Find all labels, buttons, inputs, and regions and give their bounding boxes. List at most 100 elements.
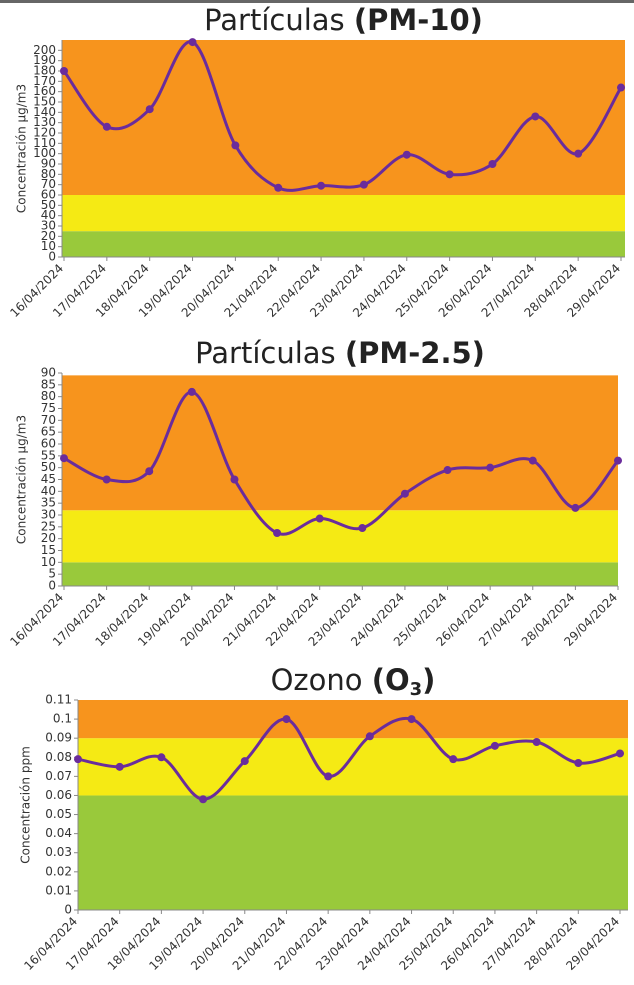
- data-point: [231, 141, 240, 150]
- y-tick-label: 110: [33, 136, 56, 150]
- data-point: [60, 454, 68, 463]
- data-point: [407, 715, 416, 724]
- y-tick-label: 10: [41, 239, 56, 253]
- y-tick-label: 90: [41, 157, 56, 171]
- y-tick-label: 200: [33, 43, 56, 57]
- data-point: [274, 183, 283, 192]
- data-point: [571, 503, 580, 512]
- data-point: [443, 466, 452, 475]
- band: [78, 700, 628, 739]
- chart-title: Partículas (PM-10): [204, 3, 483, 37]
- title-bold: (PM-10): [354, 3, 483, 37]
- data-point: [187, 387, 196, 396]
- data-point: [490, 741, 499, 750]
- chart: Partículas (PM-2.5) 051015202530354045505…: [7, 336, 622, 649]
- band: [62, 562, 618, 586]
- y-tick-label: 10: [41, 555, 56, 569]
- data-line: [77, 716, 621, 801]
- chart: Ozono (O3) 0 0.01 0.02 0.03 0.04 0.05 0.06 0.07 0…: [19, 663, 628, 973]
- y-tick-label: 0.09: [45, 731, 72, 745]
- data-point: [616, 749, 624, 758]
- data-point: [531, 112, 540, 121]
- y-tick-label: 0: [48, 250, 56, 264]
- data-point: [273, 528, 282, 537]
- y-tick-label: 90: [41, 366, 56, 380]
- y-tick-label: 20: [41, 229, 56, 243]
- data-point: [617, 83, 625, 92]
- data-point: [115, 762, 124, 771]
- y-tick-label: 50: [41, 198, 56, 212]
- data-point: [157, 753, 166, 762]
- title-text: Partículas: [204, 3, 345, 37]
- y-tick-label: 80: [41, 167, 56, 181]
- y-tick-label: 20: [41, 531, 56, 545]
- y-tick-label: 140: [33, 105, 56, 119]
- title-sub: 3: [410, 679, 423, 700]
- title-bold: (PM-2.5): [345, 336, 485, 370]
- data-point: [488, 160, 497, 168]
- y-tick-label: 25: [41, 519, 56, 533]
- y-tick-label: 35: [41, 496, 56, 510]
- data-point: [240, 757, 249, 766]
- y-tick-label: 75: [41, 401, 56, 415]
- data-point: [574, 149, 583, 158]
- y-tick-label: 0.08: [45, 750, 72, 764]
- title-text: Partículas: [195, 336, 336, 370]
- y-tick-label: 70: [41, 413, 56, 427]
- data-point: [315, 514, 324, 523]
- data-point: [486, 463, 495, 472]
- y-tick-label: 0.02: [45, 864, 72, 878]
- y-tick-label: 170: [33, 74, 56, 88]
- y-tick-label: 65: [41, 425, 56, 439]
- title-bold: (O: [372, 663, 410, 697]
- y-axis-label: Concentración µg/m3: [15, 415, 29, 544]
- data-point: [199, 795, 208, 804]
- data-point: [402, 150, 411, 159]
- y-tick-label: 30: [41, 219, 56, 233]
- data-point: [365, 732, 374, 741]
- y-tick-label: 60: [41, 437, 56, 451]
- data-point: [614, 456, 622, 465]
- chart-title: Ozono (O3): [271, 663, 436, 700]
- y-tick-label: 0.04: [45, 826, 72, 840]
- band: [78, 795, 628, 910]
- band: [62, 195, 625, 232]
- data-point: [282, 715, 291, 724]
- y-tick-label: 60: [41, 188, 56, 202]
- y-tick-label: 85: [41, 377, 56, 391]
- y-tick-label: 100: [33, 146, 56, 160]
- data-point: [145, 467, 154, 476]
- chart: Partículas (PM-10) 0102030405060708090100…: [7, 3, 625, 320]
- y-tick-label: 15: [41, 543, 56, 557]
- chart-title: Partículas (PM-2.5): [195, 336, 485, 370]
- data-point: [317, 181, 326, 190]
- y-tick-label: 150: [33, 95, 56, 109]
- data-point: [449, 755, 458, 764]
- y-axis-label: Concentración µg/m3: [15, 84, 29, 213]
- title-end: ): [422, 663, 435, 697]
- data-point: [358, 524, 367, 533]
- y-tick-label: 0.03: [45, 845, 72, 859]
- y-tick-label: 0.07: [45, 769, 72, 783]
- y-tick-label: 80: [41, 389, 56, 403]
- data-point: [74, 755, 82, 764]
- y-tick-label: 0: [64, 903, 72, 917]
- y-tick-label: 55: [41, 448, 56, 462]
- y-tick-label: 40: [41, 208, 56, 222]
- y-tick-label: 45: [41, 472, 56, 486]
- y-tick-label: 0.05: [45, 807, 72, 821]
- y-tick-label: 50: [41, 460, 56, 474]
- y-tick-label: 0.01: [45, 883, 72, 897]
- data-point: [102, 475, 111, 484]
- data-point: [145, 105, 154, 114]
- y-tick-label: 70: [41, 177, 56, 191]
- y-tick-label: 130: [33, 115, 56, 129]
- y-tick-label: 0.11: [45, 693, 72, 707]
- y-tick-label: 180: [33, 64, 56, 78]
- y-tick-label: 0.06: [45, 788, 72, 802]
- y-tick-label: 0: [48, 579, 56, 593]
- data-point: [445, 170, 454, 179]
- y-tick-label: 120: [33, 126, 56, 140]
- y-tick-label: 190: [33, 53, 56, 67]
